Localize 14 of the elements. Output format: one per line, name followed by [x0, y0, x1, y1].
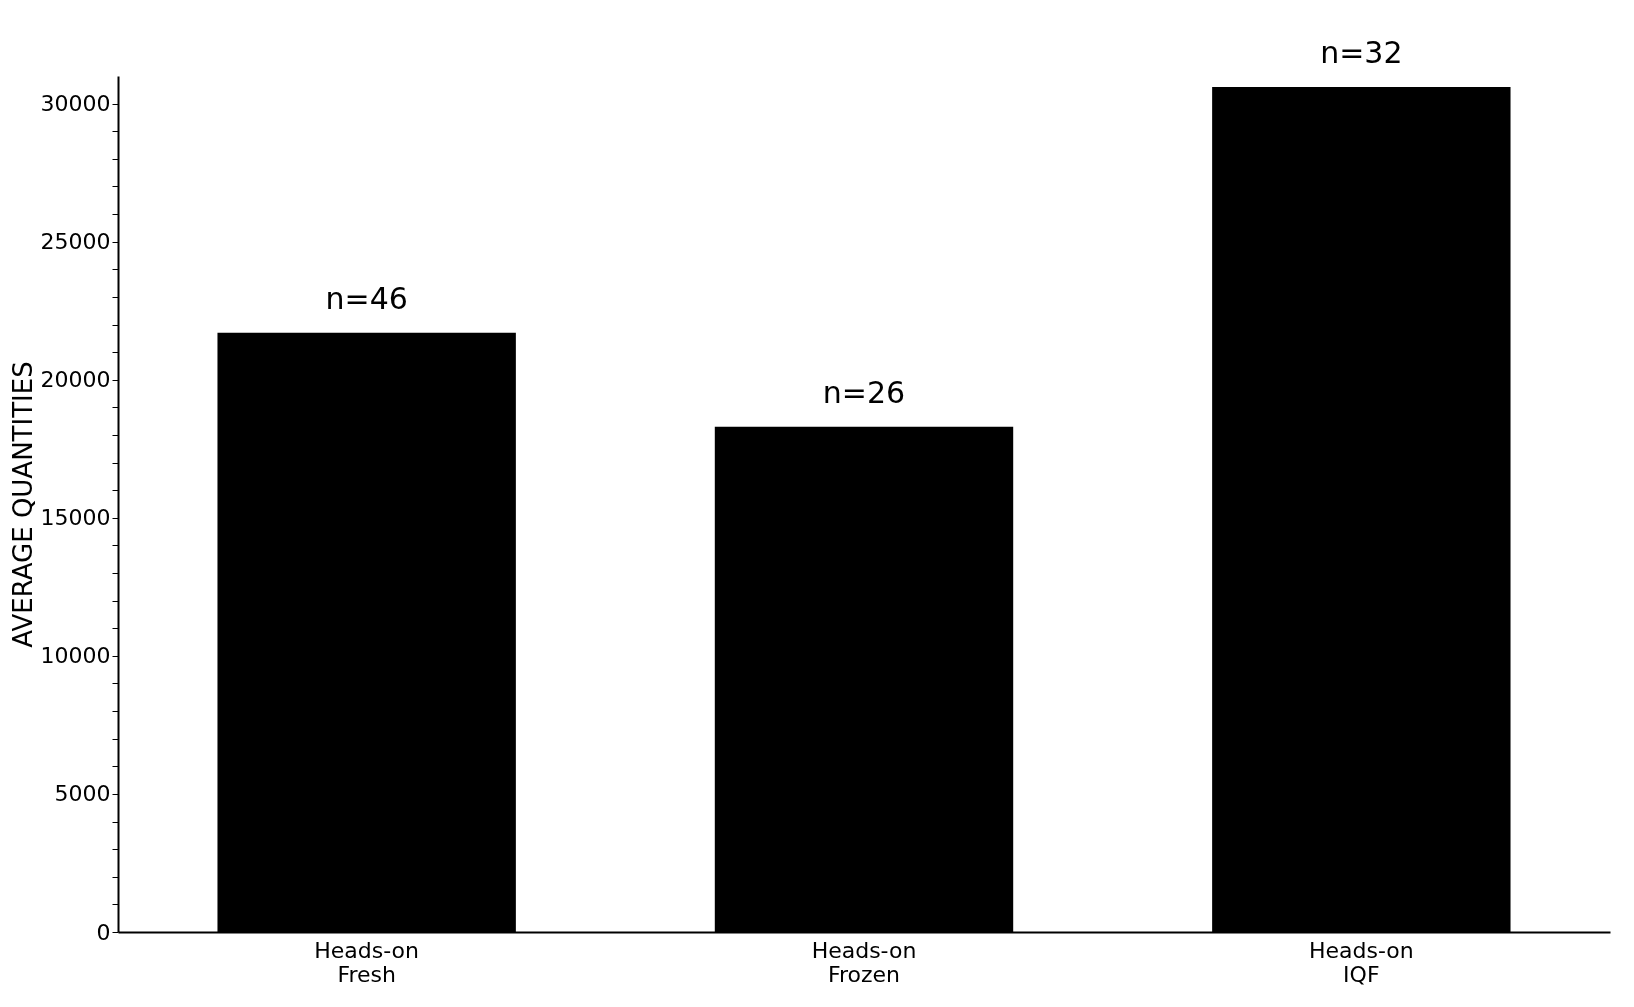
- x-tick-label: Heads-on IQF: [1308, 937, 1414, 987]
- y-tick-label: 20000: [40, 367, 111, 393]
- y-tick-label: 30000: [40, 91, 111, 117]
- y-tick-label: 5000: [54, 781, 111, 807]
- annotation: n=32: [1320, 35, 1403, 71]
- y-tick-label: 10000: [40, 643, 111, 669]
- y-axis-title: AVERAGE QUANTITIES: [7, 361, 38, 648]
- y-tick-label: 25000: [40, 229, 111, 255]
- x-tick-label: Heads-on Frozen: [811, 937, 917, 987]
- y-tick-label: 0: [96, 919, 111, 945]
- annotation: n=26: [822, 374, 906, 410]
- y-tick-label: 15000: [40, 505, 111, 531]
- annotation: n=46: [325, 280, 408, 316]
- x-tick-label: Heads-on Fresh: [314, 937, 420, 987]
